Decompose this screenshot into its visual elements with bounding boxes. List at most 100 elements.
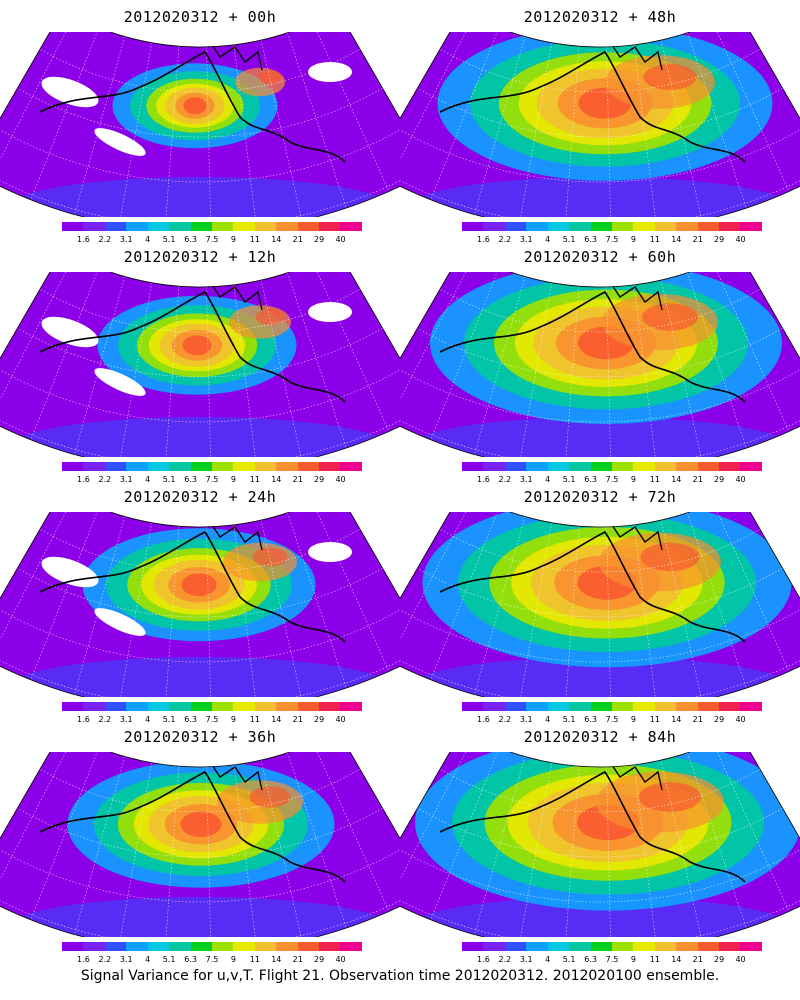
colorbar-tick-label: 7.5 [605,955,619,964]
variance-map [400,752,800,937]
colorbar-swatch [676,462,698,471]
colorbar-swatch [697,702,720,711]
colorbar-tick-label: 9 [230,715,236,724]
colorbar-swatch [611,222,634,231]
colorbar-swatch [233,702,255,711]
colorbar-swatch [340,942,362,951]
colorbar-swatch [83,942,105,951]
colorbar-swatch [676,222,698,231]
variance-field [400,752,800,937]
colorbar-swatch [254,942,277,951]
colorbar-tick-label: 9 [230,235,236,244]
colorbar-tick-label: 5.1 [162,235,176,244]
colorbar-swatch [276,462,298,471]
colorbar-swatch [590,702,612,711]
colorbar-swatch [169,702,191,711]
colorbar-swatch [483,462,505,471]
colorbar-tick-label: 4 [145,955,151,964]
colorbar-swatch [169,222,191,231]
colorbar-tick-label: 4 [545,715,551,724]
colorbar-swatch [297,942,320,951]
colorbar-swatch [190,702,212,711]
colorbar-swatch [104,942,127,951]
colorbar-tick-label: 6.3 [184,955,197,964]
colorbar-swatch [526,222,548,231]
colorbar-swatch [233,942,255,951]
colorbar-tick-label: 21 [692,715,703,724]
colorbar-tick-label: 3.1 [119,235,133,244]
colorbar-tick-label: 5.1 [562,235,576,244]
colorbar-tick-label: 1.6 [77,715,90,724]
colorbar-swatch [462,222,484,231]
colorbar-tick-label: 3.1 [119,955,133,964]
colorbar-swatch [62,462,84,471]
colorbar-tick-label: 2.2 [498,715,512,724]
colorbar-tick-label: 14 [671,955,682,964]
colorbar-tick-label: 7.5 [205,955,219,964]
colorbar [62,942,362,951]
colorbar-tick-label: 3.1 [519,715,533,724]
colorbar-tick-label: 7.5 [205,715,219,724]
colorbar-tick-label: 11 [649,235,660,244]
colorbar-tick-label: 4 [545,475,551,484]
colorbar-tick-label: 40 [735,715,746,724]
colorbar-tick-label: 6.3 [184,475,197,484]
colorbar-swatch [547,462,570,471]
colorbar-tick-label: 2.2 [498,475,512,484]
colorbar-swatch [526,462,548,471]
colorbar-tick-label: 29 [314,715,325,724]
colorbar-swatch [740,462,762,471]
variance-field [400,512,800,697]
colorbar-swatch [483,942,505,951]
colorbar-tick-label: 3.1 [519,955,533,964]
variance-map [0,752,400,937]
colorbar-tick-label: 40 [335,235,346,244]
colorbar-swatch [62,702,84,711]
colorbar-swatch [83,222,105,231]
colorbar-swatch [211,702,234,711]
colorbar-swatch [297,702,320,711]
colorbar-tick-label: 21 [292,955,303,964]
colorbar-tick-label: 6.3 [584,715,597,724]
colorbar-swatch [276,702,298,711]
colorbar-swatch [633,702,655,711]
colorbar-swatch [276,942,298,951]
colorbar-tick-label: 29 [314,475,325,484]
colorbar-tick-label: 2.2 [98,235,112,244]
map-panel-36h: 2012020312 + 36h 1.6 2.2 3.1 4 5.1 6.3 7.5 9 11 1… [0,720,400,964]
colorbar-swatch [740,942,762,951]
colorbar-tick-label: 11 [649,715,660,724]
colorbar-tick-label: 6.3 [184,715,197,724]
colorbar-tick-label: 14 [671,715,682,724]
colorbar-swatch [697,462,720,471]
panel-title: 2012020312 + 60h [523,248,677,266]
colorbar-swatch [697,942,720,951]
colorbar [62,462,362,471]
colorbar-tick-label: 1.6 [77,475,90,484]
colorbar-tick-label: 40 [335,715,346,724]
colorbar-swatch [569,462,591,471]
colorbar-labels: 1.6 2.2 3.1 4 5.1 6.3 7.5 9 11 14 21 29 40 [50,955,374,965]
colorbar-tick-label: 14 [271,235,282,244]
colorbar-swatch [719,702,741,711]
colorbar-swatch [147,942,170,951]
colorbar-tick-label: 9 [230,475,236,484]
colorbar-swatch [719,222,741,231]
colorbar-tick-label: 7.5 [605,715,619,724]
colorbar [62,702,362,711]
colorbar-swatch [654,222,677,231]
colorbar-tick-label: 5.1 [562,955,576,964]
variance-map [0,272,400,457]
colorbar-swatch [462,942,484,951]
colorbar-tick-label: 29 [314,955,325,964]
colorbar-tick-label: 4 [145,715,151,724]
colorbar-tick-label: 29 [714,715,725,724]
colorbar-tick-label: 29 [714,955,725,964]
variance-field [0,512,400,697]
colorbar-tick-label: 6.3 [184,235,197,244]
colorbar-tick-label: 2.2 [498,235,512,244]
panel-title: 2012020312 + 36h [123,728,277,746]
colorbar-swatch [233,462,255,471]
colorbar-swatch [340,222,362,231]
colorbar-swatch [147,222,170,231]
